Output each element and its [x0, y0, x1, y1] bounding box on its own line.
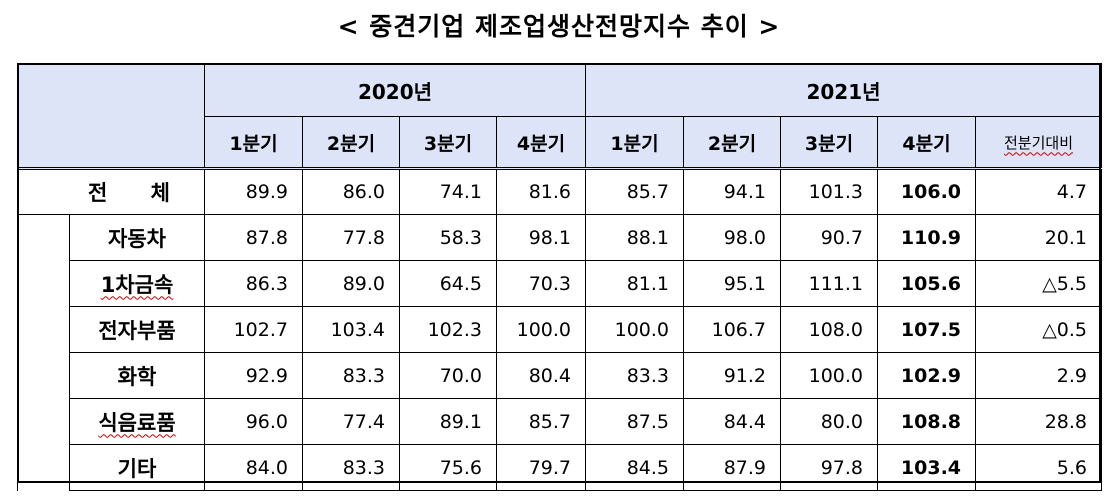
cell: 94.1	[683, 168, 782, 215]
cell-qoq: 28.8	[975, 398, 1103, 445]
cell: 96.0	[204, 398, 303, 445]
cell: 111.1	[780, 260, 879, 307]
cell: 84.0	[204, 444, 303, 491]
cell-highlight: 105.6	[877, 260, 977, 307]
cell: 100.0	[780, 352, 879, 399]
cell: 102.3	[399, 306, 497, 353]
row-label-text: 1차금속	[100, 272, 174, 297]
cell: 87.8	[204, 214, 303, 261]
header-qoq-label: 전분기대비	[1004, 133, 1074, 152]
header-row-quarters: 1분기 2분기 3분기 4분기 1분기 2분기 3분기 4분기 전분기대비	[18, 116, 1103, 170]
cell: 64.5	[399, 260, 497, 307]
header-2021-q3: 3분기	[780, 116, 879, 170]
header-2020-q3: 3분기	[399, 116, 497, 170]
cell: 85.7	[585, 168, 685, 215]
row-label: 기타	[69, 444, 205, 491]
cell: 79.7	[495, 444, 587, 491]
cell: 108.0	[780, 306, 879, 353]
cell: 100.0	[495, 306, 587, 353]
cell: 83.3	[585, 352, 685, 399]
cell: 95.1	[683, 260, 782, 307]
cell: 91.2	[683, 352, 782, 399]
cell-highlight: 103.4	[877, 444, 977, 491]
cell-highlight: 108.8	[877, 398, 977, 445]
cell: 90.7	[780, 214, 879, 261]
cell: 87.9	[683, 444, 782, 491]
header-corner	[17, 63, 205, 170]
table-row: 자동차 87.8 77.8 58.3 98.1 88.1 98.0 90.7 1…	[17, 214, 1103, 491]
cell: 84.5	[585, 444, 685, 491]
cell-qoq: 4.7	[975, 168, 1103, 215]
cell: 98.1	[495, 214, 587, 261]
cell: 87.5	[585, 398, 685, 445]
table-row: 화학 92.9 83.3 70.0 80.4 83.3 91.2 100.0 1…	[18, 352, 1103, 399]
cell: 89.1	[399, 398, 497, 445]
cell: 92.9	[204, 352, 303, 399]
cell: 106.7	[683, 306, 782, 353]
header-2020-q2: 2분기	[302, 116, 400, 170]
row-label: 자동차	[69, 214, 205, 261]
header-row-years: 2020년 2021년	[17, 63, 1103, 170]
header-2020-q4: 4분기	[495, 116, 587, 170]
cell: 70.3	[495, 260, 587, 307]
table-row: 전 체 89.9 86.0 74.1 81.6 85.7 94.1 101.3 …	[17, 168, 1103, 215]
indent-gutter	[17, 214, 70, 491]
header-year-2020: 2020년	[203, 63, 587, 117]
cell: 89.0	[302, 260, 400, 307]
cell: 89.9	[204, 168, 303, 215]
cell-highlight: 110.9	[877, 214, 977, 261]
cell: 84.4	[683, 398, 782, 445]
cell-qoq: △5.5	[975, 260, 1103, 307]
row-label-text: 식음료품	[98, 410, 176, 435]
row-label: 1차금속	[69, 260, 205, 307]
cell: 103.4	[302, 306, 400, 353]
cell: 83.3	[302, 352, 400, 399]
table-title: < 중견기업 제조업생산전망지수 추이 >	[337, 12, 781, 41]
header-2021-q2: 2분기	[683, 116, 782, 170]
table-row: 전자부품 102.7 103.4 102.3 100.0 100.0 106.7…	[18, 306, 1103, 353]
cell: 70.0	[399, 352, 497, 399]
cell: 74.1	[399, 168, 497, 215]
cell: 98.0	[683, 214, 782, 261]
cell-qoq: 2.9	[975, 352, 1103, 399]
table-row: 기타 84.0 83.3 75.6 79.7 84.5 87.9 97.8 10…	[18, 444, 1103, 491]
cell: 86.0	[302, 168, 400, 215]
header-2020-q1: 1분기	[204, 116, 303, 170]
row-label: 식음료품	[69, 398, 205, 445]
cell-highlight: 102.9	[877, 352, 977, 399]
cell: 80.0	[780, 398, 879, 445]
cell-qoq: 20.1	[975, 214, 1103, 261]
header-year-2021: 2021년	[585, 63, 1103, 117]
cell: 102.7	[204, 306, 303, 353]
cell: 86.3	[204, 260, 303, 307]
cell-highlight: 106.0	[877, 168, 977, 215]
cell: 97.8	[780, 444, 879, 491]
header-2021-q4: 4분기	[877, 116, 977, 170]
cell: 58.3	[399, 214, 497, 261]
cell: 81.6	[495, 168, 587, 215]
table-row: 식음료품 96.0 77.4 89.1 85.7 87.5 84.4 80.0 …	[18, 398, 1103, 445]
cell: 85.7	[495, 398, 587, 445]
cell: 77.4	[302, 398, 400, 445]
cell-qoq: 5.6	[975, 444, 1103, 491]
cell: 77.8	[302, 214, 400, 261]
cell: 100.0	[585, 306, 685, 353]
cell: 83.3	[302, 444, 400, 491]
cell-qoq: △0.5	[975, 306, 1103, 353]
cell: 101.3	[780, 168, 879, 215]
cell-highlight: 107.5	[877, 306, 977, 353]
header-2021-q1: 1분기	[585, 116, 685, 170]
cell: 88.1	[585, 214, 685, 261]
cell: 80.4	[495, 352, 587, 399]
cell: 75.6	[399, 444, 497, 491]
row-label: 전자부품	[69, 306, 205, 353]
index-table: 2020년 2021년 1분기 2분기 3분기 4분기 1분기 2분기 3분기 …	[17, 63, 1103, 491]
header-qoq: 전분기대비	[975, 116, 1103, 170]
row-label-total: 전 체	[17, 168, 205, 215]
cell: 81.1	[585, 260, 685, 307]
table-row: 1차금속 86.3 89.0 64.5 70.3 81.1 95.1 111.1…	[18, 260, 1103, 307]
row-label: 화학	[69, 352, 205, 399]
